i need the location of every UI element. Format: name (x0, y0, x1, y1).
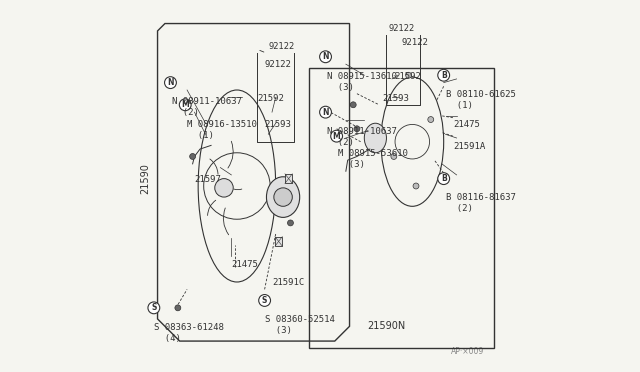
Text: N: N (167, 78, 173, 87)
Text: N: N (323, 108, 329, 117)
Text: 92122: 92122 (388, 24, 414, 33)
Circle shape (413, 183, 419, 189)
Circle shape (259, 295, 271, 307)
FancyArrowPatch shape (228, 141, 233, 168)
Text: M: M (181, 100, 189, 109)
Text: S 08360-52514
  (3): S 08360-52514 (3) (264, 315, 335, 335)
Ellipse shape (364, 123, 387, 153)
FancyArrowPatch shape (207, 200, 216, 215)
Ellipse shape (266, 177, 300, 217)
FancyArrowPatch shape (234, 189, 242, 190)
Text: N 08911-10637
  (2): N 08911-10637 (2) (172, 97, 242, 118)
FancyArrowPatch shape (210, 159, 218, 174)
Text: N 08915-13610
  (3): N 08915-13610 (3) (328, 71, 397, 92)
Circle shape (354, 126, 360, 132)
Text: 21591C: 21591C (272, 278, 304, 287)
Text: M 08916-13510
  (1): M 08916-13510 (1) (187, 119, 257, 140)
Circle shape (175, 305, 181, 311)
Text: 21592: 21592 (394, 71, 420, 81)
Circle shape (189, 154, 196, 160)
Text: 21475: 21475 (232, 260, 259, 269)
Text: M 08915-53610
  (3): M 08915-53610 (3) (339, 149, 408, 169)
Circle shape (438, 69, 449, 81)
Text: S 08363-61248
  (4): S 08363-61248 (4) (154, 323, 224, 343)
Circle shape (215, 179, 233, 197)
Circle shape (331, 130, 342, 142)
Bar (275, 237, 282, 246)
Text: N: N (323, 52, 329, 61)
Text: B 08110-61625
  (1): B 08110-61625 (1) (445, 90, 515, 110)
Text: 21592: 21592 (257, 94, 284, 103)
Text: S: S (151, 303, 157, 312)
Circle shape (428, 116, 434, 122)
Text: M: M (333, 132, 340, 141)
Circle shape (391, 154, 397, 160)
Circle shape (319, 106, 332, 118)
Text: 21591A: 21591A (453, 142, 485, 151)
Text: S: S (262, 296, 268, 305)
Circle shape (438, 173, 449, 185)
Circle shape (406, 72, 412, 78)
Circle shape (319, 51, 332, 62)
Circle shape (179, 99, 191, 111)
Text: 21590: 21590 (140, 163, 150, 194)
Text: 21475: 21475 (453, 119, 480, 129)
Circle shape (287, 220, 293, 226)
Circle shape (148, 302, 160, 314)
Text: 21593: 21593 (383, 94, 410, 103)
Text: N 08911-10637
  (2): N 08911-10637 (2) (328, 127, 397, 147)
FancyArrowPatch shape (223, 208, 228, 235)
Text: 21597: 21597 (195, 175, 221, 184)
Text: 92122: 92122 (268, 42, 294, 51)
Text: 21590N: 21590N (367, 321, 406, 331)
Text: 21593: 21593 (264, 119, 291, 129)
Circle shape (350, 102, 356, 108)
Text: AP·×009: AP·×009 (451, 347, 484, 356)
Text: 92122: 92122 (264, 61, 291, 70)
Bar (285, 174, 292, 183)
Circle shape (164, 77, 177, 89)
Text: B 08116-81637
  (2): B 08116-81637 (2) (445, 193, 515, 214)
Text: B: B (441, 71, 447, 80)
Text: 92122: 92122 (401, 38, 428, 47)
Circle shape (274, 188, 292, 206)
Text: B: B (441, 174, 447, 183)
